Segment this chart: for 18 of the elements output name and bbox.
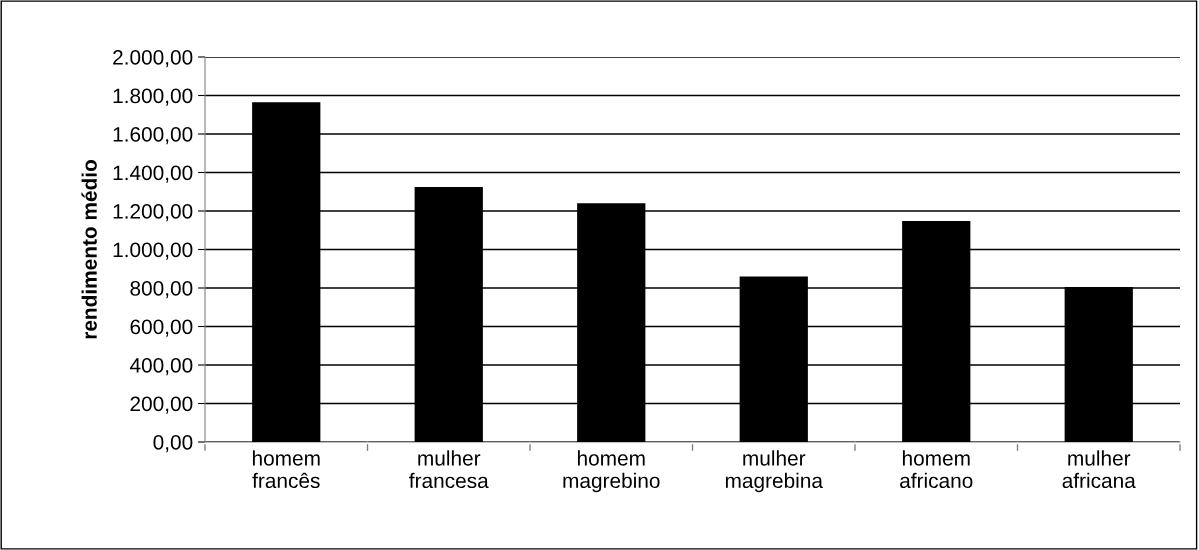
y-tick-label: 400,00	[129, 358, 193, 376]
y-tick-label: 200,00	[130, 396, 193, 414]
y-tick-label: 1.600,00	[113, 127, 193, 145]
x-tick-label: mulher francesa	[409, 450, 489, 489]
y-tick-label: 0,00	[153, 435, 193, 453]
x-tick-label: homem africano	[900, 450, 973, 489]
y-tick-label: 1.200,00	[113, 204, 193, 222]
y-tick-label: 800,00	[130, 281, 193, 299]
y-tick-label: 1.400,00	[113, 165, 193, 183]
x-tick-label: mulher magrebina	[725, 450, 823, 493]
x-tick-label: homem magrebino	[563, 450, 660, 493]
x-tick-label: mulher africana	[1062, 450, 1136, 489]
y-tick-label: 1.000,00	[113, 242, 193, 260]
y-tick-label: 1.800,00	[113, 88, 193, 106]
y-axis-title: rendimento médio	[81, 160, 97, 339]
y-tick-label: 2.000,00	[113, 50, 193, 68]
y-tick-label: 600,00	[130, 319, 193, 337]
x-tick-label: homem francês	[252, 450, 320, 489]
